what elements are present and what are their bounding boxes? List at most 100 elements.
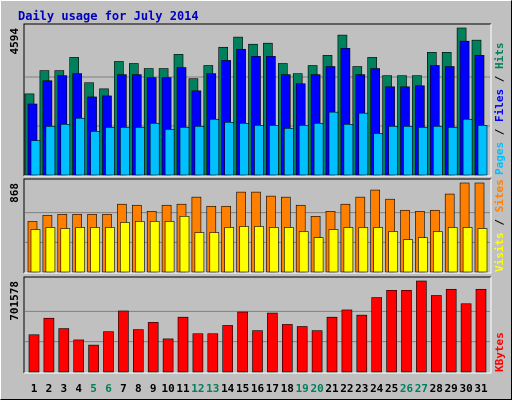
bar [418, 237, 428, 273]
x-tick-label: 25 [385, 382, 398, 395]
bar [343, 124, 354, 176]
x-tick-label: 22 [340, 382, 353, 395]
legend: KBytes [493, 332, 506, 372]
plot-border-dark [23, 178, 491, 273]
x-tick-label: 10 [161, 382, 174, 395]
bar [418, 127, 428, 176]
bar [118, 310, 129, 373]
x-tick-label: 24 [370, 382, 384, 395]
bar [358, 227, 369, 273]
x-tick-label: 11 [176, 382, 190, 395]
x-tick-label: 6 [105, 382, 112, 395]
bar [326, 316, 338, 373]
bar [103, 331, 114, 373]
x-tick-label: 2 [46, 382, 53, 395]
legend-entry: KBytes [493, 332, 506, 372]
bar [298, 125, 309, 176]
bar [149, 221, 160, 273]
bar [477, 125, 488, 176]
x-tick-label: 23 [355, 382, 368, 395]
bar [432, 126, 443, 176]
bar [386, 290, 397, 373]
legend-entry: Files [493, 89, 506, 122]
bar [403, 239, 413, 273]
plot-border-dark [23, 276, 491, 373]
x-tick-label: 16 [251, 382, 265, 395]
x-tick-label: 26 [400, 382, 414, 395]
x-tick-label: 4 [75, 382, 82, 395]
bar [177, 316, 189, 373]
bar [73, 339, 84, 373]
bar [388, 231, 398, 273]
legend-entry: Pages [493, 142, 506, 175]
bar [133, 329, 144, 373]
bar [328, 229, 339, 273]
plot-border-light [24, 24, 492, 177]
x-tick-label: 28 [430, 382, 443, 395]
bar [296, 326, 308, 373]
bar [313, 237, 324, 273]
bar [388, 126, 398, 176]
bar [311, 330, 323, 373]
bar [162, 338, 174, 373]
bar [283, 227, 294, 273]
bar [45, 227, 56, 273]
x-tick-label: 13 [206, 382, 219, 395]
bar [403, 126, 413, 176]
x-tick-label: 17 [266, 382, 279, 395]
x-tick-label: 3 [60, 382, 67, 395]
legend-entry: Visits [493, 232, 506, 272]
bar [356, 314, 368, 373]
x-tick-label: 1 [31, 382, 38, 395]
bar [135, 221, 145, 273]
x-tick-label: 12 [191, 382, 204, 395]
legend-separator: / [493, 212, 506, 232]
y-tick-label: 868 [8, 183, 21, 203]
bar [209, 118, 220, 176]
bar [445, 288, 457, 373]
bar [328, 111, 339, 176]
bar [45, 126, 56, 176]
y-tick-label: 4594 [8, 28, 21, 55]
bar [179, 127, 190, 176]
bar [179, 216, 190, 273]
bar [207, 333, 219, 373]
plot-border-dark [23, 23, 491, 176]
x-tick-label: 8 [135, 382, 142, 395]
bar [88, 344, 99, 373]
bar [149, 122, 160, 176]
x-tick-label: 15 [236, 382, 249, 395]
bar [432, 231, 443, 273]
legend-entry: Hits [493, 43, 506, 70]
bar [475, 288, 487, 373]
x-tick-label: 18 [281, 382, 294, 395]
bar [237, 311, 248, 373]
bar [43, 317, 55, 373]
x-tick-label: 9 [150, 382, 157, 395]
plot-border-light [24, 277, 492, 374]
bar [477, 228, 488, 273]
bar [90, 131, 100, 176]
bar [343, 227, 354, 273]
bar [373, 227, 384, 273]
bar [416, 280, 427, 373]
bar [222, 325, 233, 373]
legend-separator: / [493, 122, 506, 142]
bar [209, 232, 220, 273]
x-tick-label: 5 [90, 382, 97, 395]
bar [58, 328, 70, 373]
bar [60, 124, 71, 176]
bar [341, 309, 353, 373]
bar [269, 125, 279, 176]
bar [28, 334, 40, 373]
plot-border-light [24, 179, 492, 274]
bar [313, 122, 324, 176]
bar [254, 125, 264, 176]
x-tick-label: 7 [120, 382, 127, 395]
bar [358, 112, 369, 176]
bar [192, 333, 204, 373]
legend: Pages / Files / Hits [493, 43, 506, 176]
bar [30, 229, 41, 273]
